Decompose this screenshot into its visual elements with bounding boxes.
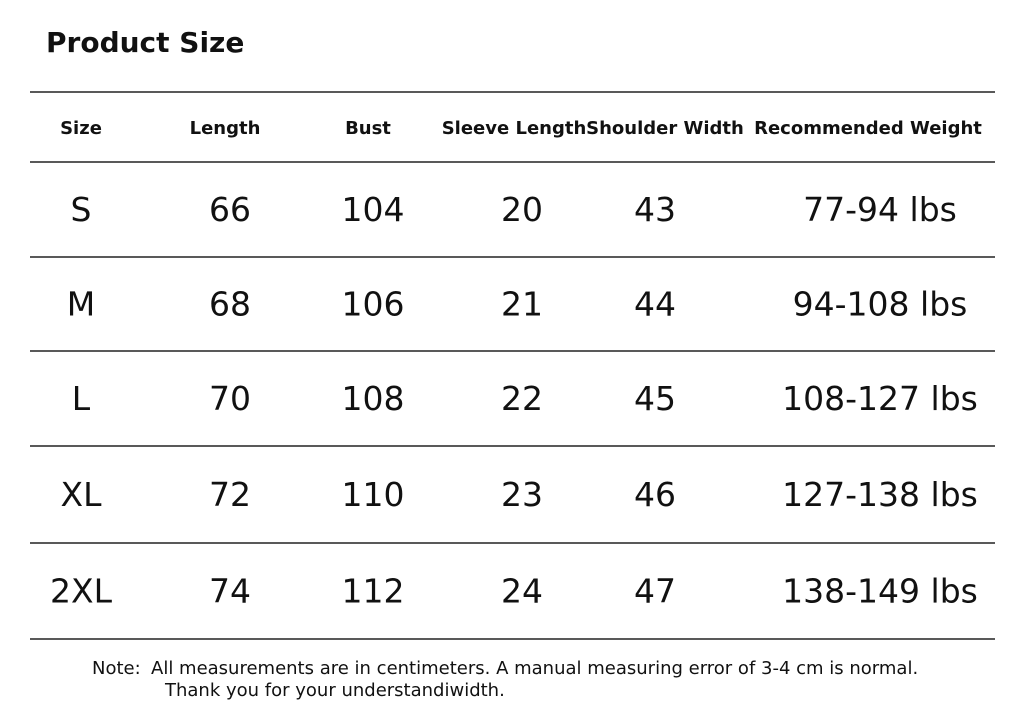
column-header: Shoulder Width: [586, 118, 744, 139]
table-cell: L: [72, 379, 91, 418]
table-cell: 66: [209, 190, 251, 229]
table-cell: 46: [634, 475, 676, 514]
table-cell: 106: [342, 285, 405, 324]
column-header: Length: [190, 118, 261, 139]
table-cell: 47: [634, 572, 676, 611]
title: Product Size: [46, 26, 244, 59]
note-text: Thank you for your understandiwidth.: [164, 680, 505, 701]
table-cell: 72: [209, 475, 251, 514]
note-label: Note:: [92, 658, 141, 679]
table-cell: 74: [209, 572, 251, 611]
table-cell: 70: [209, 379, 251, 418]
table-cell: 138-149 lbs: [782, 572, 978, 611]
column-header: Bust: [345, 118, 391, 139]
table-cell: M: [67, 285, 95, 324]
table-cell: 104: [342, 190, 405, 229]
column-header: Sleeve Length: [442, 118, 587, 139]
table-cell: 110: [342, 475, 405, 514]
table-cell: 108: [342, 379, 405, 418]
table-cell: 21: [501, 285, 543, 324]
table-cell: 68: [209, 285, 251, 324]
table-cell: 44: [634, 285, 676, 324]
table-cell: 2XL: [50, 572, 113, 611]
table-cell: 108-127 lbs: [782, 379, 978, 418]
table-cell: 94-108 lbs: [793, 285, 968, 324]
table-cell: 23: [501, 475, 543, 514]
table-cell: 112: [342, 572, 405, 611]
note-text: All measurements are in centimeters. A m…: [151, 658, 918, 679]
table-cell: S: [71, 190, 92, 229]
table-cell: 43: [634, 190, 676, 229]
table-cell: XL: [61, 475, 103, 514]
column-header: Size: [60, 118, 102, 139]
table-cell: 77-94 lbs: [803, 190, 957, 229]
column-header: Recommended Weight: [754, 118, 982, 139]
table-cell: 45: [634, 379, 676, 418]
table-cell: 22: [501, 379, 543, 418]
table-cell: 20: [501, 190, 543, 229]
table-cell: 127-138 lbs: [782, 475, 978, 514]
table-cell: 24: [501, 572, 543, 611]
